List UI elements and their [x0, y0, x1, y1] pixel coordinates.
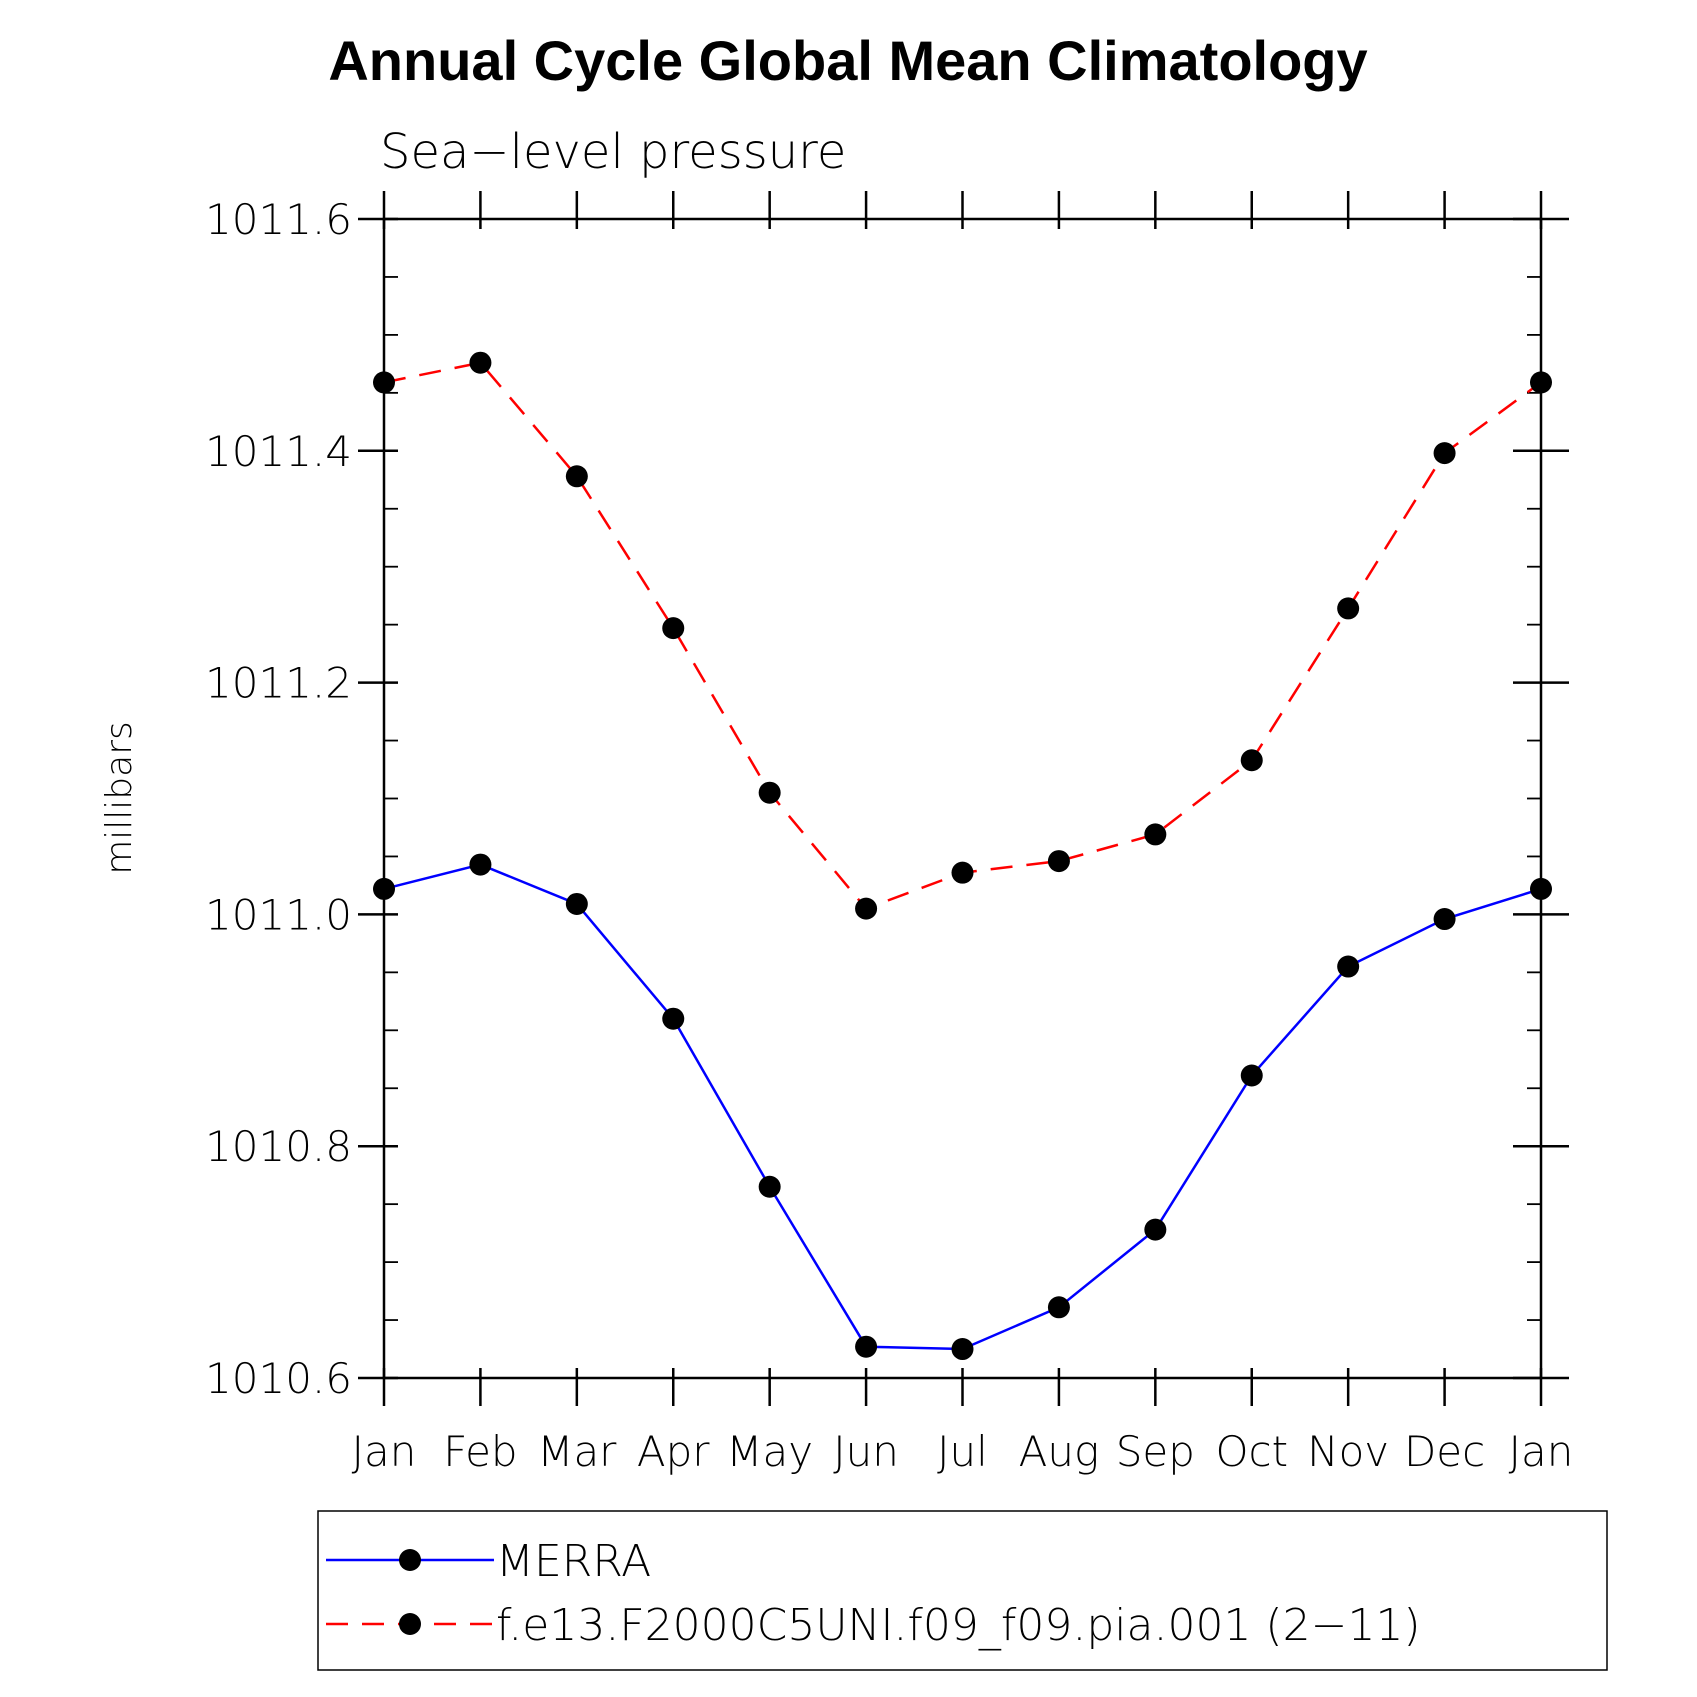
data-point: [1240, 749, 1263, 772]
data-point: [469, 853, 492, 876]
chart-title: Annual Cycle Global Mean Climatology: [328, 29, 1367, 92]
y-tick-label: 1011.4: [205, 427, 352, 476]
data-point: [1240, 1064, 1263, 1087]
series-layer: [373, 351, 1552, 1361]
x-tick-label: Aug: [1019, 1427, 1100, 1476]
axis-ticks: [358, 191, 1569, 1406]
x-tick-label: Dec: [1404, 1427, 1485, 1476]
y-tick-label: 1010.8: [205, 1122, 352, 1171]
x-tick-label: Oct: [1215, 1427, 1288, 1476]
data-point: [855, 1335, 878, 1358]
data-point: [855, 897, 878, 920]
legend-box: [317, 1510, 1608, 1671]
data-point: [373, 371, 395, 394]
x-tick-label: Jul: [937, 1427, 988, 1476]
legend-label: MERRA: [496, 1536, 651, 1587]
y-tick-label: 1010.6: [205, 1354, 352, 1403]
data-point: [662, 1007, 685, 1030]
data-point: [1530, 371, 1552, 394]
data-point: [565, 892, 588, 915]
legend-label: f.e13.F2000C5UNI.f09_f09.pia.001 (2−11): [496, 1600, 1421, 1651]
x-tick-label: Mar: [537, 1427, 617, 1476]
legend-marker: [399, 1613, 421, 1635]
series-line: [383, 863, 1542, 1351]
data-point: [565, 465, 588, 488]
data-point: [951, 861, 974, 884]
y-axis-label: millibars: [99, 721, 140, 875]
y-tick-label: 1011.6: [205, 195, 352, 244]
y-tick-labels: 1010.6 1010.8 1011.0 1011.2 1011.4 1011.6: [205, 195, 352, 1403]
data-point: [1144, 823, 1167, 846]
data-point: [1433, 908, 1456, 931]
chart-subtitle: Sea−level pressure: [380, 124, 846, 180]
data-point: [1530, 877, 1552, 900]
data-point: [373, 877, 395, 900]
x-tick-label: May: [726, 1427, 813, 1476]
x-tick-label: Jun: [833, 1427, 899, 1476]
y-tick-label: 1011.2: [205, 659, 352, 708]
data-point: [1047, 1296, 1070, 1319]
data-point: [758, 1175, 781, 1198]
x-tick-label: Jan: [1509, 1427, 1574, 1476]
data-point: [1337, 597, 1360, 620]
legend: MERRA f.e13.F2000C5UNI.f09_f09.pia.001 (2…: [317, 1510, 1608, 1671]
x-tick-label: Apr: [637, 1427, 710, 1476]
data-point: [1047, 850, 1070, 873]
series-line: [383, 361, 1542, 911]
data-point: [951, 1338, 974, 1361]
data-point: [662, 617, 685, 640]
x-tick-labels: Jan Feb Mar Apr May Jun Jul Aug Sep Oct Nov Dec Jan: [352, 1427, 1574, 1476]
data-point: [1433, 442, 1456, 465]
x-tick-label: Jan: [352, 1427, 417, 1476]
x-tick-label: Sep: [1116, 1427, 1195, 1476]
plot-frame: [382, 217, 1543, 1380]
data-point: [469, 351, 492, 374]
data-point: [1144, 1218, 1167, 1241]
data-point: [1337, 955, 1360, 978]
x-tick-label: Feb: [443, 1427, 517, 1476]
y-tick-label: 1011.0: [205, 890, 352, 939]
x-tick-label: Nov: [1307, 1427, 1389, 1476]
data-point: [758, 781, 781, 804]
legend-marker: [399, 1549, 421, 1571]
